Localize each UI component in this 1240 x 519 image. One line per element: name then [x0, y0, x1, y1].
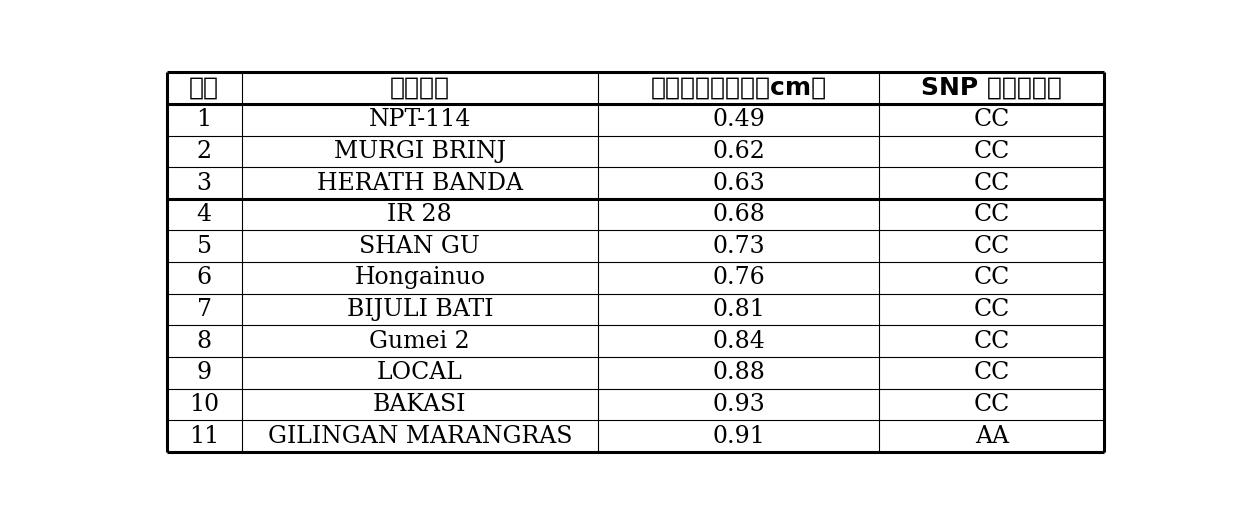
Text: NPT-114: NPT-114 [368, 108, 471, 131]
Text: 6: 6 [196, 266, 212, 290]
Text: 0.84: 0.84 [712, 330, 765, 353]
Text: LOCAL: LOCAL [377, 361, 463, 385]
Text: GILINGAN MARANGRAS: GILINGAN MARANGRAS [268, 425, 572, 447]
Text: CC: CC [973, 330, 1011, 353]
Text: CC: CC [973, 108, 1011, 131]
Text: SNP 位点基因型: SNP 位点基因型 [921, 76, 1063, 100]
Text: Hongainuo: Hongainuo [355, 266, 485, 290]
Text: 0.88: 0.88 [712, 361, 765, 385]
Text: CC: CC [973, 393, 1011, 416]
Text: 9: 9 [196, 361, 212, 385]
Text: 0.73: 0.73 [712, 235, 765, 258]
Text: CC: CC [973, 235, 1011, 258]
Text: CC: CC [973, 203, 1011, 226]
Text: 3: 3 [197, 171, 212, 195]
Text: 7: 7 [197, 298, 212, 321]
Text: BAKASI: BAKASI [373, 393, 466, 416]
Text: 5: 5 [197, 235, 212, 258]
Text: SHAN GU: SHAN GU [360, 235, 480, 258]
Text: 胚芽鞘相对长度（cm）: 胚芽鞘相对长度（cm） [651, 76, 827, 100]
Text: BIJULI BATI: BIJULI BATI [346, 298, 494, 321]
Text: 0.81: 0.81 [712, 298, 765, 321]
Text: 0.76: 0.76 [712, 266, 765, 290]
Text: CC: CC [973, 361, 1011, 385]
Text: CC: CC [973, 266, 1011, 290]
Text: 10: 10 [188, 393, 219, 416]
Text: CC: CC [973, 140, 1011, 163]
Text: 1: 1 [196, 108, 212, 131]
Text: 编号: 编号 [188, 76, 219, 100]
Text: CC: CC [973, 171, 1011, 195]
Text: 0.63: 0.63 [712, 171, 765, 195]
Text: Gumei 2: Gumei 2 [370, 330, 470, 353]
Text: 材料名称: 材料名称 [389, 76, 450, 100]
Text: CC: CC [973, 298, 1011, 321]
Text: 0.49: 0.49 [712, 108, 765, 131]
Text: 11: 11 [188, 425, 219, 447]
Text: MURGI BRINJ: MURGI BRINJ [334, 140, 506, 163]
Text: 4: 4 [196, 203, 212, 226]
Text: IR 28: IR 28 [387, 203, 453, 226]
Text: 0.93: 0.93 [712, 393, 765, 416]
Text: 8: 8 [196, 330, 212, 353]
Text: 0.91: 0.91 [712, 425, 765, 447]
Text: HERATH BANDA: HERATH BANDA [316, 171, 523, 195]
Text: 0.68: 0.68 [712, 203, 765, 226]
Text: 0.62: 0.62 [712, 140, 765, 163]
Text: AA: AA [975, 425, 1009, 447]
Text: 2: 2 [196, 140, 212, 163]
